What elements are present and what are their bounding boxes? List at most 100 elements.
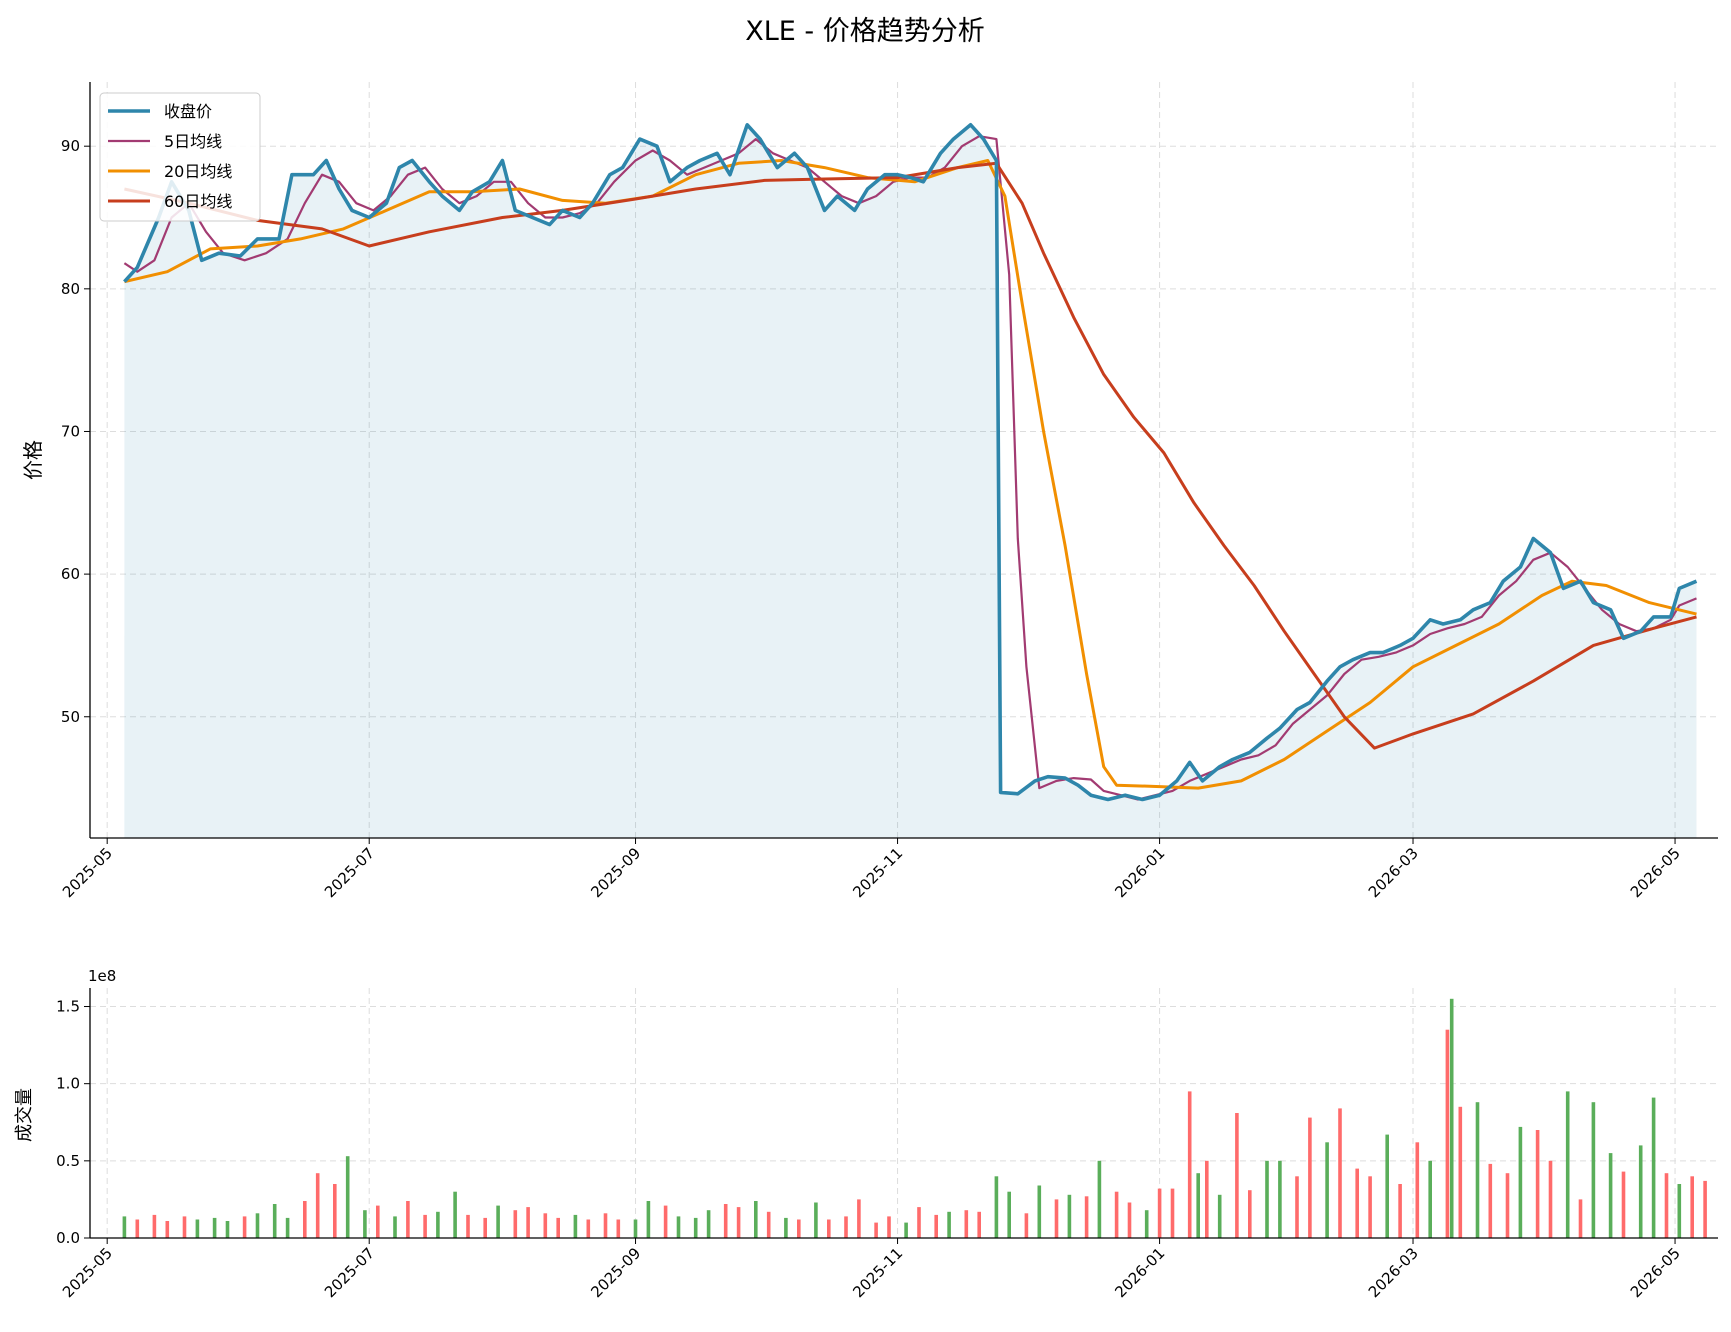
price-series-lines [123,123,1698,802]
volume-x-tick-label: 2025-07 [321,1244,378,1301]
volume-axis-title: 成交量 [14,1088,35,1142]
volume-bar [1535,1130,1540,1238]
volume-bar [784,1217,788,1238]
volume-x-tick-label: 2026-03 [1365,1244,1422,1301]
volume-bar [315,1173,320,1238]
price-grid [90,82,1718,838]
volume-x-tick-label: 2026-01 [1111,1244,1168,1301]
volume-x-tick-label: 2026-05 [1627,1244,1684,1301]
volume-bar [964,1210,969,1238]
price-y-tick-label: 70 [61,422,80,440]
volume-bar [1024,1213,1029,1238]
series-line-close [123,123,1698,802]
volume-bar [1054,1199,1059,1238]
volume-bar [1608,1153,1613,1238]
volume-bar [526,1207,530,1238]
volume-bar [1565,1091,1570,1238]
volume-bar [225,1221,230,1238]
volume-bar [1638,1145,1643,1238]
volume-bar [556,1217,560,1238]
volume-bar [706,1210,711,1238]
volume-bar [122,1216,127,1238]
volume-bar [212,1217,217,1238]
volume-bar [857,1199,861,1238]
price-x-tick-label: 2026-03 [1365,844,1422,901]
volume-bar [1308,1117,1312,1238]
price-x-tick-label: 2025-11 [849,844,906,901]
volume-bar [1325,1142,1329,1238]
volume-bar [272,1204,277,1238]
volume-bar [135,1219,140,1238]
volume-bar [844,1216,848,1238]
volume-bar [466,1214,470,1238]
volume-bar [1677,1184,1682,1238]
volume-x-tick-label: 2025-11 [849,1244,906,1301]
volume-bar [1703,1180,1707,1238]
volume-bar [363,1210,367,1238]
volume-bar [1007,1191,1011,1238]
legend-label-ma20: 20日均线 [164,162,232,181]
price-x-tick-label: 2025-05 [59,844,116,901]
volume-bar [423,1214,427,1238]
volume-bar [1084,1196,1089,1238]
volume-bar [1458,1106,1463,1238]
volume-bar [1664,1173,1669,1238]
volume-bar [1518,1126,1523,1238]
legend-label-close: 收盘价 [164,102,212,121]
volume-bar [406,1201,410,1238]
volume-bar [436,1211,440,1238]
volume-scale-label: 1e8 [88,967,116,985]
volume-bar [586,1219,591,1238]
volume-bar [766,1211,771,1238]
legend-label-ma60: 60日均线 [164,192,232,211]
volume-x-tick-label: 2025-05 [59,1244,116,1301]
volume-bar [827,1219,831,1238]
volume-bar [1445,1029,1450,1238]
volume-bar [994,1176,999,1238]
volume-bar [1157,1188,1162,1238]
volume-bar [616,1219,621,1238]
volume-bars [122,998,1707,1238]
volume-bar [754,1201,758,1238]
price-axis-title: 价格 [21,440,45,480]
price-x-tick-label: 2026-01 [1111,844,1168,901]
volume-bar [543,1213,548,1238]
volume-bar [1475,1102,1480,1238]
volume-bar [633,1219,638,1238]
volume-bar [1591,1102,1596,1238]
volume-bar [1144,1210,1149,1238]
volume-bar [1127,1202,1132,1238]
volume-bar [453,1191,457,1238]
chart-legend: 收盘价 5日均线 20日均线 60日均线 [99,92,261,222]
volume-bar [1621,1171,1626,1238]
volume-bar [977,1211,981,1238]
volume-bar [496,1205,500,1238]
volume-axes: 0.0 0.5 1.0 1.5 2025-05 2025-07 2025-09 2025-11… [56,988,1718,1301]
volume-bar [195,1219,200,1238]
volume-bar [797,1219,801,1238]
volume-y-tick-label: 0.5 [56,1152,80,1170]
volume-bar [1248,1190,1252,1238]
volume-bar [887,1216,891,1238]
volume-bar [1170,1188,1175,1238]
legend-label-ma5: 5日均线 [164,132,222,151]
volume-bar [285,1217,290,1238]
series-line-ma60 [124,161,1697,750]
volume-bar [1114,1191,1119,1238]
volume-y-tick-label: 0.0 [56,1229,80,1247]
volume-bar [1278,1160,1282,1238]
volume-bar [1398,1184,1402,1238]
volume-bar [1548,1160,1553,1238]
volume-bar [1355,1168,1359,1238]
volume-bar [333,1184,337,1238]
volume-bar [1415,1142,1420,1238]
volume-bar [917,1207,921,1238]
price-y-tick-label: 50 [61,708,80,726]
volume-bar [182,1216,187,1238]
volume-bar [1037,1185,1042,1238]
price-y-tick-label: 60 [61,565,80,583]
volume-bar [303,1201,307,1238]
volume-bar [874,1222,878,1238]
volume-bar [1690,1176,1694,1238]
